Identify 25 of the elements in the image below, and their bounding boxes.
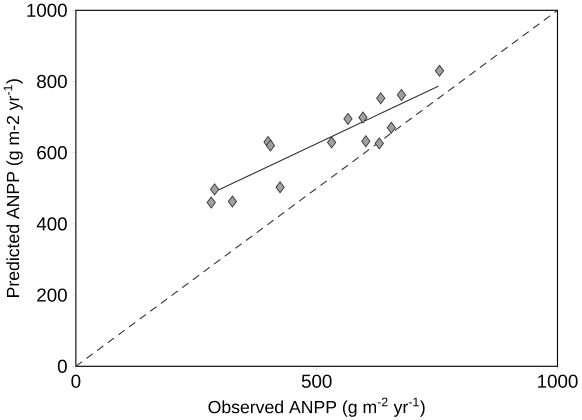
y-tick-label: 0: [58, 359, 67, 373]
y-tick-label: 400: [36, 217, 67, 230]
x-tick-label: 0: [71, 374, 80, 388]
point: [361, 135, 370, 148]
point: [343, 112, 353, 125]
x-tick-label: 1000: [538, 374, 578, 388]
x-axis-title: Observed ANPP (g m$^{-2}$ yr$^{-1}$): [208, 397, 425, 417]
point: [374, 137, 384, 150]
point: [210, 183, 220, 196]
point: [206, 196, 216, 208]
point: [276, 181, 285, 193]
point: [396, 88, 406, 101]
point: [327, 136, 336, 148]
point: [266, 139, 276, 152]
x-tick-label: 500: [302, 374, 332, 388]
point: [386, 122, 396, 134]
point: [376, 92, 386, 104]
y-tick-label: 1000: [27, 3, 67, 17]
point: [228, 195, 237, 208]
y-axis-title: Predicted ANPP (g m-2 yr$^{-1}$): [4, 79, 23, 297]
point: [434, 64, 444, 77]
y-tick-label: 200: [37, 288, 67, 302]
point: [358, 111, 368, 124]
y-tick-label: 600: [37, 146, 67, 160]
y-tick-label: 800: [37, 74, 67, 88]
